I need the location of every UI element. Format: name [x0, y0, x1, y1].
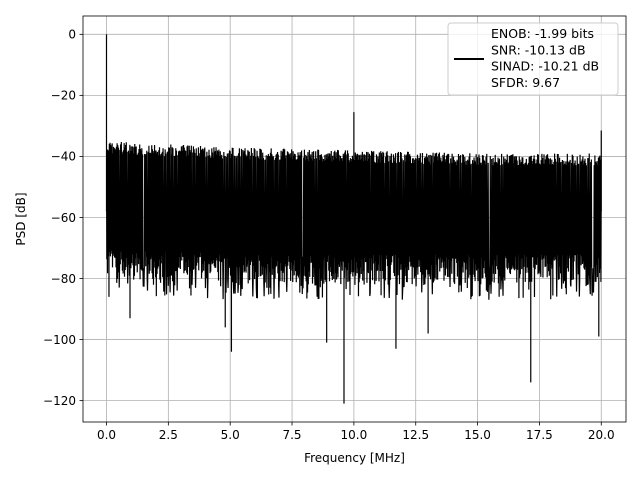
x-tick-label: 20.0 [588, 428, 615, 442]
y-tick-label: −100 [43, 333, 76, 347]
x-tick-label: 0.0 [97, 428, 116, 442]
legend-line-enob: ENOB: -1.99 bits [491, 26, 594, 41]
x-tick-label: 15.0 [464, 428, 491, 442]
legend-line-sinad: SINAD: -10.21 dB [491, 59, 599, 74]
y-axis-ticks: 0 −20 −40 −60 −80 −100 −120 [43, 28, 83, 408]
y-tick-label: −20 [51, 89, 76, 103]
x-tick-label: 10.0 [341, 428, 368, 442]
legend-line-sfdr: SFDR: 9.67 [491, 75, 560, 90]
y-tick-label: −60 [51, 211, 76, 225]
y-tick-label: −40 [51, 150, 76, 164]
legend-box [447, 22, 619, 96]
x-axis-label: Frequency [MHz] [304, 451, 405, 465]
axes-frame [82, 15, 627, 423]
x-tick-label: 17.5 [526, 428, 553, 442]
x-tick-label: 7.5 [282, 428, 301, 442]
psd-series-line [105, 34, 602, 404]
x-tick-label: 2.5 [159, 428, 178, 442]
legend: ENOB: -1.99 bits SNR: -10.13 dB SINAD: -… [447, 22, 619, 96]
y-tick-label: −80 [51, 272, 76, 286]
y-tick-label: −120 [43, 394, 76, 408]
x-tick-label: 12.5 [402, 428, 429, 442]
plot-area [105, 34, 602, 404]
x-axis-ticks: 0.0 2.5 5.0 7.5 10.0 12.5 15.0 17.5 20.0 [97, 422, 615, 442]
y-tick-label: 0 [68, 28, 76, 42]
legend-line-snr: SNR: -10.13 dB [491, 42, 586, 57]
x-tick-label: 5.0 [221, 428, 240, 442]
y-axis-label: PSD [dB] [14, 192, 28, 245]
